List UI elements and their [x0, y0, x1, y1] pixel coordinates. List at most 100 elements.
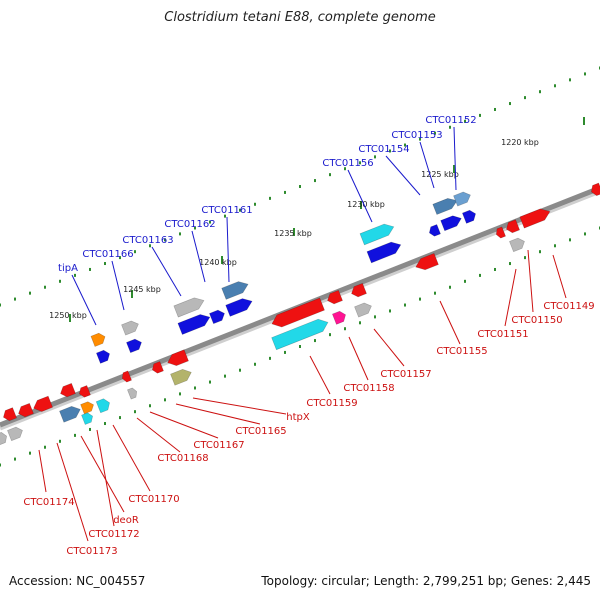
leader-line [111, 260, 125, 311]
gene-label-ctc01150: CTC01150 [511, 315, 562, 326]
forward-gene-arrow [440, 215, 462, 232]
leader-line [192, 397, 287, 415]
leader-line [419, 141, 435, 189]
forward-gene-arrow [225, 298, 253, 317]
forward-gene-arrow [462, 209, 476, 224]
topology-text: Topology: circular; Length: 2,799,251 bp… [261, 574, 591, 588]
leader-line [112, 424, 151, 492]
gene-label-ctc01154: CTC01154 [358, 144, 409, 155]
reverse-gene-arrow [7, 426, 23, 442]
gene-label-ctc01157: CTC01157 [380, 369, 431, 380]
reverse-gene-arrow [167, 349, 189, 367]
reverse-gene-arrow [152, 361, 164, 374]
forward-gene-arrow [90, 332, 106, 347]
forward-gene-arrow [96, 349, 110, 364]
gene-label-htpx: htpX [286, 412, 310, 423]
leader-line [136, 417, 181, 453]
leader-line [504, 268, 517, 327]
scale-label: 1220 kbp [501, 138, 539, 147]
gene-label-ctc01149: CTC01149 [543, 301, 594, 312]
reverse-gene-arrow [3, 407, 17, 422]
reverse-gene-arrow [121, 370, 132, 383]
reverse-gene-arrow [80, 401, 94, 415]
gene-label-ctc01152: CTC01152 [425, 115, 476, 126]
forward-gene-arrow [429, 224, 441, 237]
leader-line [175, 403, 261, 425]
leader-line [56, 442, 89, 542]
leader-line [149, 411, 219, 439]
gene-label-ctc01159: CTC01159 [306, 398, 357, 409]
reverse-gene-arrow [271, 297, 325, 328]
leader-line [226, 216, 230, 283]
gene-label-ctc01174: CTC01174 [23, 497, 74, 508]
leader-line [347, 169, 373, 223]
leader-line [348, 336, 369, 381]
leader-line [373, 328, 405, 367]
forward-gene-arrow [453, 191, 471, 207]
gene-label-deor: deoR [113, 515, 139, 526]
gene-label-ctc01172: CTC01172 [88, 529, 139, 540]
reverse-gene-arrow [79, 385, 91, 398]
gene-label-ctc01167: CTC01167 [193, 440, 244, 451]
gene-label-ctc01155: CTC01155 [436, 346, 487, 357]
gene-label-ctc01156: CTC01156 [322, 158, 373, 169]
gene-label-ctc01163: CTC01163 [122, 235, 173, 246]
scale-label: 1240 kbp [199, 258, 237, 267]
scale-label: 1225 kbp [421, 170, 459, 179]
reverse-gene-arrow [506, 219, 520, 234]
reverse-gene-arrow [332, 310, 346, 325]
reverse-gene-arrow [354, 302, 372, 318]
gene-label-ctc01165: CTC01165 [235, 426, 286, 437]
forward-gene-arrow [121, 320, 139, 336]
map-title: Clostridium tetani E88, complete genome [164, 10, 436, 25]
leader-line [191, 230, 206, 283]
forward-gene-arrow [221, 281, 249, 300]
leader-line [96, 429, 115, 527]
reverse-gene-arrow [59, 405, 81, 423]
gene-label-ctc01168: CTC01168 [157, 453, 208, 464]
reverse-gene-arrow [60, 382, 76, 398]
scale-label: 1245 kbp [123, 285, 161, 294]
leader-line [151, 246, 182, 297]
gene-label-ctc01162: CTC01162 [164, 219, 215, 230]
scale-label: 1235 kbp [274, 229, 312, 238]
leader-line [527, 249, 534, 313]
leader-line [439, 300, 461, 345]
gene-label-ctc01151: CTC01151 [477, 329, 528, 340]
forward-gene-arrow [366, 241, 402, 264]
gene-label-ctc01173: CTC01173 [66, 546, 117, 557]
reverse-gene-arrow [170, 368, 192, 386]
leader-line [71, 274, 97, 326]
leader-line [80, 435, 125, 513]
forward-gene-arrow [126, 338, 142, 354]
leader-line [552, 254, 567, 299]
reverse-gene-arrow [327, 289, 343, 305]
reverse-gene-arrow [351, 282, 367, 298]
accession-text: Accession: NC_004557 [9, 574, 146, 588]
forward-gene-arrow [359, 223, 395, 246]
gene-label-ctc01153: CTC01153 [391, 130, 442, 141]
leader-line [38, 449, 47, 493]
gene-label-ctc01170: CTC01170 [128, 494, 179, 505]
scale-label: 1250 kbp [49, 311, 87, 320]
reverse-gene-arrow [0, 431, 7, 446]
reverse-gene-arrow [519, 208, 551, 229]
reverse-gene-arrow [95, 398, 110, 414]
leader-line [309, 355, 331, 395]
reverse-gene-arrow [81, 412, 93, 425]
forward-gene-arrow [177, 314, 211, 335]
scale-label: 1230 kbp [347, 200, 385, 209]
forward-gene-arrow [173, 297, 205, 318]
reverse-gene-arrow [509, 237, 525, 253]
leader-line [385, 155, 421, 196]
reverse-gene-arrow [33, 395, 53, 412]
gene-label-ctc01161: CTC01161 [201, 205, 252, 216]
forward-gene-arrow [432, 198, 458, 215]
reverse-gene-arrow [271, 318, 329, 351]
leader-line [453, 126, 457, 191]
gene-label-ctc01158: CTC01158 [343, 383, 394, 394]
reverse-gene-arrow [495, 226, 506, 239]
forward-gene-arrow [209, 309, 225, 325]
